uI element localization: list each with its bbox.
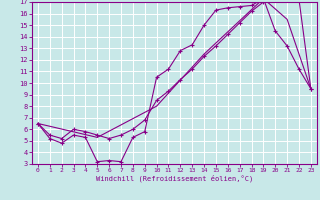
- X-axis label: Windchill (Refroidissement éolien,°C): Windchill (Refroidissement éolien,°C): [96, 175, 253, 182]
